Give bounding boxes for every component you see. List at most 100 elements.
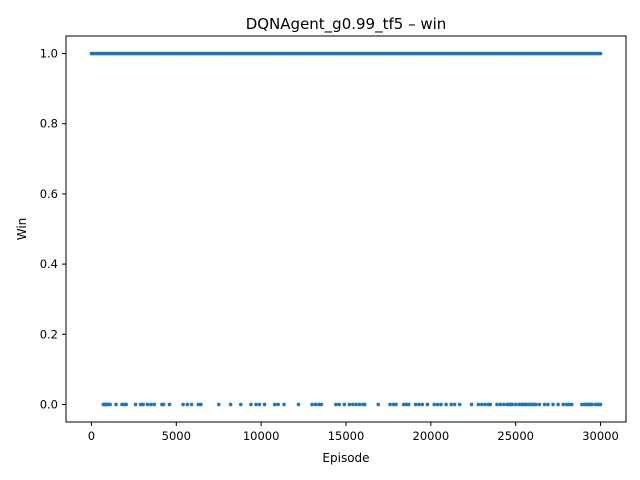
y-axis-ticks: 0.0 0.2 0.4 0.6 0.8 1.0 — [40, 47, 66, 411]
data-point — [145, 402, 150, 407]
data-point — [457, 402, 462, 407]
y-tick-label: 0.2 — [40, 327, 58, 341]
data-point — [133, 402, 138, 407]
data-point — [138, 402, 143, 407]
data-point — [420, 402, 425, 407]
data-point — [108, 402, 112, 407]
data-point — [432, 402, 437, 407]
data-point — [313, 402, 318, 407]
data-point — [569, 402, 574, 407]
data-point — [357, 402, 362, 407]
y-tick-label: 0.0 — [40, 397, 58, 411]
x-tick-label: 15000 — [328, 429, 365, 443]
data-point — [388, 402, 392, 407]
data-point — [498, 402, 503, 407]
data-point — [598, 402, 603, 407]
data-point — [580, 402, 584, 407]
data-point — [404, 402, 409, 407]
y-tick-label: 0.8 — [40, 117, 58, 131]
data-point — [425, 402, 430, 407]
data-point — [216, 402, 221, 407]
data-point — [556, 402, 560, 407]
data-point — [141, 402, 146, 407]
data-point — [391, 402, 396, 407]
data-point — [534, 402, 538, 407]
data-point — [238, 402, 243, 407]
data-point — [513, 402, 518, 407]
x-axis-label: Episode — [322, 451, 369, 465]
data-point — [276, 402, 280, 407]
data-point — [435, 402, 440, 407]
data-point — [502, 402, 506, 407]
data-point — [181, 402, 185, 407]
data-point — [262, 402, 267, 407]
chart-title: DQNAgent_g0.99_tf5 – win — [246, 15, 447, 34]
data-point — [228, 402, 233, 407]
data-point — [282, 402, 286, 407]
data-point — [483, 402, 487, 407]
x-tick-label: 5000 — [162, 429, 191, 443]
data-point — [479, 402, 484, 407]
data-point — [185, 402, 190, 407]
data-point — [149, 402, 153, 407]
data-point — [510, 402, 515, 407]
data-point — [152, 402, 157, 407]
y-tick-label: 1.0 — [40, 47, 58, 61]
data-point — [401, 402, 406, 407]
data-point — [476, 402, 481, 407]
x-tick-label: 20000 — [413, 429, 450, 443]
data-point — [449, 402, 454, 407]
data-point — [517, 402, 521, 407]
data-point — [350, 402, 355, 407]
points-layer — [89, 51, 603, 407]
data-point — [590, 402, 594, 407]
data-point — [561, 402, 566, 407]
data-point — [257, 402, 262, 407]
data-point — [189, 402, 194, 407]
data-point — [524, 402, 529, 407]
data-point — [444, 402, 448, 407]
data-point — [167, 402, 172, 407]
data-point — [249, 402, 253, 407]
data-point — [439, 402, 443, 407]
x-tick-label: 25000 — [497, 429, 534, 443]
data-point — [319, 402, 324, 407]
data-point — [120, 402, 124, 407]
data-point — [342, 402, 347, 407]
data-point — [354, 402, 358, 407]
data-point — [413, 402, 418, 407]
data-point — [124, 402, 129, 407]
data-point — [564, 402, 569, 407]
data-point — [362, 402, 367, 407]
data-point — [196, 402, 201, 407]
data-point — [567, 402, 571, 407]
data-point — [452, 402, 457, 407]
data-point — [114, 402, 118, 407]
data-point — [488, 402, 493, 407]
data-point — [495, 402, 499, 407]
data-point — [337, 402, 342, 407]
y-tick-label: 0.6 — [40, 187, 58, 201]
data-point — [469, 402, 474, 407]
x-tick-label: 10000 — [243, 429, 280, 443]
data-point — [347, 402, 352, 407]
data-point — [542, 402, 547, 407]
data-point — [406, 402, 411, 407]
data-point — [417, 402, 421, 407]
data-point — [598, 51, 603, 56]
data-point — [334, 402, 338, 407]
y-tick-label: 0.4 — [40, 257, 58, 271]
data-point — [551, 402, 555, 407]
data-point — [272, 402, 277, 407]
data-point — [376, 402, 381, 407]
data-point — [537, 402, 542, 407]
data-point — [546, 402, 550, 407]
data-point — [317, 402, 321, 407]
data-point — [254, 402, 258, 407]
data-point — [161, 402, 166, 407]
x-axis-ticks: 0 5000 10000 15000 20000 25000 30000 — [88, 422, 619, 443]
plot-frame — [65, 35, 627, 423]
data-point — [199, 402, 203, 407]
data-point — [310, 402, 314, 407]
